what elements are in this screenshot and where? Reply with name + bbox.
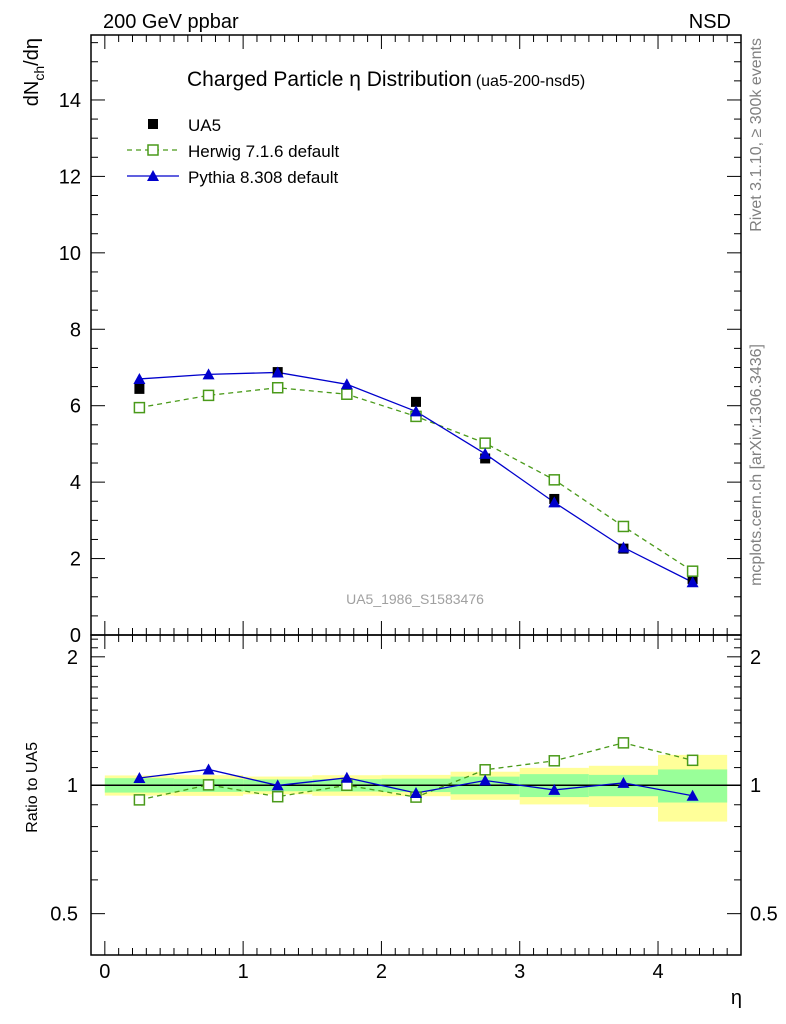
ratio-y-tick-label-right: 2: [750, 647, 761, 669]
pythia-ratio-point: [202, 763, 215, 775]
main-plot: 0 2 4 6 8 10 12 14: [59, 34, 742, 647]
herwig-ratio-point: [133, 794, 146, 806]
x-axis-label: η: [731, 987, 742, 1009]
pythia-point: [686, 576, 699, 588]
herwig-ratio-point: [202, 779, 215, 791]
analysis-watermark: UA5_1986_S1583476: [346, 591, 484, 607]
ua5-point: [134, 383, 145, 394]
legend: UA5 Herwig 7.1.6 default Pythia 8.308 defa…: [127, 116, 339, 187]
mcplots-label: mcplots.cern.ch [arXiv:1306.3436]: [748, 344, 765, 586]
rivet-label: Rivet 3.1.10, ≥ 300k events: [748, 38, 765, 232]
pythia-point: [133, 372, 146, 384]
herwig-point: [548, 474, 561, 486]
pythia-ratio-point: [479, 774, 492, 786]
header-right: NSD: [689, 11, 731, 33]
x-tick-label: 1: [238, 961, 249, 983]
pythia-point: [340, 378, 353, 390]
legend-ua5-label: UA5: [188, 116, 221, 135]
y-tick-label: 2: [70, 549, 81, 571]
x-tick-label: 3: [514, 961, 525, 983]
pythia-point: [410, 405, 422, 417]
legend-pythia-marker: [147, 170, 159, 181]
pythia-point: [548, 496, 561, 508]
header-left: 200 GeV ppbar: [103, 11, 239, 33]
legend-herwig-label: Herwig 7.1.6 default: [188, 142, 339, 161]
herwig-ratio-point: [548, 755, 561, 767]
ratio-y-tick-label: 0.5: [50, 904, 78, 926]
x-tick-label: 2: [376, 961, 387, 983]
herwig-ratio-point: [271, 790, 284, 803]
pythia-ratio-point: [133, 771, 146, 783]
chart-title: Charged Particle η Distribution (ua5-200-…: [187, 68, 585, 91]
main-ylabel: dNch/dη: [21, 38, 47, 106]
pythia-ratio-point: [271, 779, 284, 791]
y-tick-label: 4: [70, 472, 81, 494]
pythia-point: [479, 447, 492, 459]
herwig-point: [133, 401, 146, 414]
ratio-y-tick-label: 2: [67, 647, 78, 669]
pythia-ratio-point: [340, 771, 353, 783]
y-tick-label: 14: [59, 90, 81, 112]
ratio-frame: [90, 634, 742, 956]
y-tick-label: 0: [70, 625, 81, 647]
pythia-ratio-point: [410, 786, 422, 798]
y-tick-label: 6: [70, 396, 81, 418]
herwig-point: [617, 520, 630, 533]
y-tick-label: 8: [70, 319, 81, 341]
herwig-point: [271, 381, 284, 394]
ratio-ylabel: Ratio to UA5: [24, 742, 41, 833]
x-tick-label: 0: [99, 961, 110, 983]
pythia-ratio-point: [686, 789, 699, 801]
legend-pythia-label: Pythia 8.308 default: [188, 168, 339, 187]
herwig-ratio-point: [686, 754, 699, 767]
ua5-point: [411, 396, 421, 407]
pythia-point: [202, 368, 215, 380]
legend-herwig-marker: [147, 144, 159, 156]
pythia-ratio-point: [617, 776, 630, 788]
herwig-ratio-point: [617, 737, 630, 749]
ratio-y-tick-label-right: 0.5: [750, 904, 778, 926]
herwig-point: [479, 437, 491, 449]
y-tick-label: 12: [59, 166, 81, 188]
herwig-point: [202, 389, 215, 402]
herwig-point: [686, 565, 699, 577]
ratio-plot: 0 1 2 3 4 0.5 0.5 1 1 2 2: [50, 621, 778, 983]
pythia-point: [271, 366, 284, 378]
pythia-ratio-point: [548, 783, 561, 795]
y-tick-label: 10: [59, 243, 81, 265]
legend-ua5-marker: [148, 119, 158, 129]
ratio-y-tick-label: 1: [67, 775, 78, 797]
pythia-point: [617, 541, 630, 553]
x-tick-label: 4: [652, 961, 663, 983]
ratio-y-tick-label-right: 1: [750, 775, 761, 797]
herwig-point: [341, 388, 353, 400]
herwig-ratio-point: [479, 764, 491, 776]
